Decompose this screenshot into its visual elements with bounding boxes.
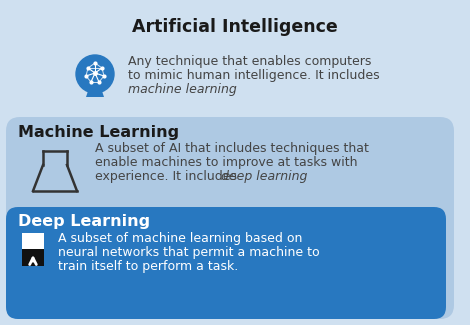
FancyBboxPatch shape — [22, 249, 44, 266]
FancyBboxPatch shape — [6, 207, 446, 319]
Text: deep learning: deep learning — [221, 170, 307, 183]
Text: train itself to perform a task.: train itself to perform a task. — [58, 260, 238, 273]
Text: A subset of machine learning based on: A subset of machine learning based on — [58, 232, 302, 245]
FancyBboxPatch shape — [6, 7, 462, 319]
Text: A subset of AI that includes techniques that: A subset of AI that includes techniques … — [95, 142, 369, 155]
Text: Machine Learning: Machine Learning — [18, 125, 179, 140]
Polygon shape — [86, 91, 104, 97]
Text: neural networks that permit a machine to: neural networks that permit a machine to — [58, 246, 320, 259]
Text: enable machines to improve at tasks with: enable machines to improve at tasks with — [95, 156, 358, 169]
Text: Any technique that enables computers: Any technique that enables computers — [128, 55, 371, 68]
Text: to mimic human intelligence. It includes: to mimic human intelligence. It includes — [128, 69, 380, 82]
Text: experience. It includes: experience. It includes — [95, 170, 241, 183]
Text: Artificial Intelligence: Artificial Intelligence — [132, 18, 338, 36]
FancyBboxPatch shape — [22, 233, 44, 249]
Circle shape — [76, 55, 114, 93]
Text: Deep Learning: Deep Learning — [18, 214, 150, 229]
Text: machine learning: machine learning — [128, 83, 237, 96]
FancyBboxPatch shape — [6, 117, 454, 319]
